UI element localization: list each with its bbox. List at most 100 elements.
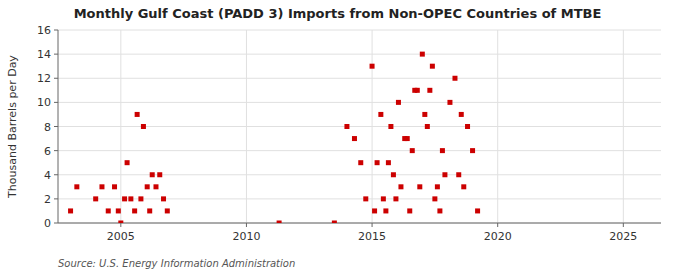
x-tick xyxy=(246,223,247,227)
point xyxy=(122,196,127,201)
point xyxy=(138,196,143,201)
x-tick-label: 2010 xyxy=(232,230,260,243)
point xyxy=(352,136,357,141)
grid-line-x xyxy=(120,30,121,223)
y-tick-label: 0 xyxy=(44,217,51,230)
point xyxy=(157,172,162,177)
grid-line-y xyxy=(58,54,661,55)
point xyxy=(470,148,475,153)
y-tick-label: 8 xyxy=(44,121,51,134)
point xyxy=(465,124,470,129)
grid-line-y xyxy=(58,126,661,127)
y-tick-label: 6 xyxy=(44,145,51,158)
x-tick-label: 2005 xyxy=(107,230,135,243)
point xyxy=(118,221,123,224)
point xyxy=(161,196,166,201)
point xyxy=(106,208,111,213)
point xyxy=(135,112,140,117)
point xyxy=(68,208,73,213)
point xyxy=(442,172,447,177)
y-tick-label: 10 xyxy=(37,96,51,109)
grid-line-x xyxy=(246,30,247,223)
grid-line-y xyxy=(58,223,661,224)
point xyxy=(344,124,349,129)
point xyxy=(153,184,158,189)
point xyxy=(388,124,393,129)
point xyxy=(417,184,422,189)
point xyxy=(141,124,146,129)
grid xyxy=(58,30,661,223)
grid-line-y xyxy=(58,198,661,199)
point xyxy=(391,172,396,177)
point xyxy=(145,184,150,189)
point xyxy=(447,100,452,105)
y-tick xyxy=(54,78,58,79)
grid-line-y xyxy=(58,78,661,79)
point xyxy=(99,184,104,189)
y-tick xyxy=(54,174,58,175)
y-tick-label: 14 xyxy=(37,48,51,61)
points xyxy=(68,52,480,223)
x-tick-label: 2015 xyxy=(358,230,386,243)
grid-line-x xyxy=(623,30,624,223)
chart: Monthly Gulf Coast (PADD 3) Imports from… xyxy=(0,0,675,275)
point xyxy=(363,196,368,201)
point xyxy=(420,52,425,57)
source: Source: U.S. Energy Information Administ… xyxy=(58,258,295,269)
point xyxy=(370,64,375,69)
grid-line-y xyxy=(58,30,661,31)
point xyxy=(165,208,170,213)
point xyxy=(147,208,152,213)
y-tick xyxy=(54,126,58,127)
y-tick xyxy=(54,102,58,103)
point xyxy=(332,221,337,224)
point xyxy=(405,136,410,141)
point xyxy=(116,208,121,213)
point xyxy=(150,172,155,177)
point xyxy=(381,196,386,201)
point xyxy=(459,112,464,117)
title: Monthly Gulf Coast (PADD 3) Imports from… xyxy=(74,6,602,21)
point xyxy=(456,172,461,177)
grid-line-x xyxy=(497,30,498,223)
point xyxy=(422,112,427,117)
y-tick xyxy=(54,54,58,55)
point xyxy=(398,184,403,189)
grid-line-y xyxy=(58,102,661,103)
point xyxy=(415,88,420,93)
x-tick xyxy=(372,223,373,227)
x-axis-line xyxy=(58,223,661,224)
y-tick xyxy=(54,223,58,224)
x-tick xyxy=(497,223,498,227)
point xyxy=(461,184,466,189)
point xyxy=(393,196,398,201)
point xyxy=(74,184,79,189)
y-axis-label: Thousand Barrels per Day xyxy=(6,55,19,199)
x-tick xyxy=(623,223,624,227)
point xyxy=(125,160,130,165)
point xyxy=(277,221,282,224)
x-tick-label: 2025 xyxy=(609,230,637,243)
point xyxy=(430,64,435,69)
point xyxy=(386,160,391,165)
y-tick-label: 12 xyxy=(37,72,51,85)
point xyxy=(372,208,377,213)
point xyxy=(132,208,137,213)
y-tick-label: 2 xyxy=(44,193,51,206)
y-tick xyxy=(54,30,58,31)
point xyxy=(375,160,380,165)
point xyxy=(437,208,442,213)
point xyxy=(432,196,437,201)
point xyxy=(427,88,432,93)
point xyxy=(410,148,415,153)
x-tick xyxy=(120,223,121,227)
y-tick-label: 16 xyxy=(37,24,51,37)
x-tick-label: 2020 xyxy=(484,230,512,243)
point xyxy=(475,208,480,213)
point xyxy=(440,148,445,153)
point xyxy=(452,76,457,81)
point xyxy=(378,112,383,117)
y-tick-label: 4 xyxy=(44,169,51,182)
point xyxy=(358,160,363,165)
y-tick xyxy=(54,198,58,199)
